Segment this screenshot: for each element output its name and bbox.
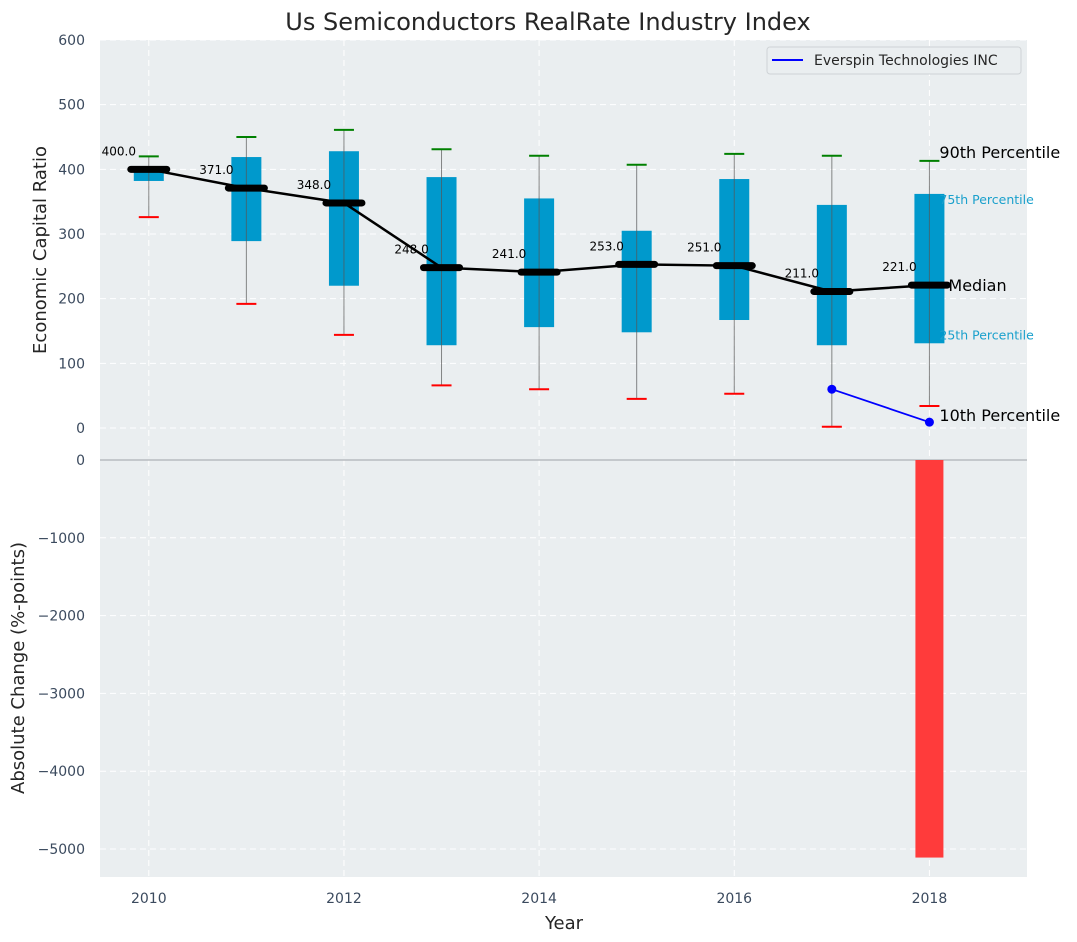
x-tick-label: 2016 xyxy=(716,891,752,907)
bottom-gridlines xyxy=(100,537,1027,850)
y-tick-label: 200 xyxy=(58,292,85,308)
bottom-y-axis-label: Absolute Change (%-points) xyxy=(8,542,29,794)
y-tick-label: −4000 xyxy=(38,764,85,780)
legend: Everspin Technologies INC xyxy=(766,46,1022,75)
top-plot-background xyxy=(100,40,1027,459)
p75-annotation: 75th Percentile xyxy=(939,192,1034,207)
y-tick-label: 0 xyxy=(76,453,85,469)
median-value-label: 241.0 xyxy=(492,247,526,261)
x-axis-label: Year xyxy=(544,913,584,934)
p10-annotation: 10th Percentile xyxy=(939,406,1060,425)
y-tick-label: 600 xyxy=(58,33,85,49)
company-point xyxy=(924,417,934,427)
x-tick-label: 2010 xyxy=(131,891,167,907)
y-tick-label: 0 xyxy=(76,421,85,437)
median-value-label: 221.0 xyxy=(882,260,916,274)
median-annotation: Median xyxy=(948,276,1006,295)
y-tick-label: −3000 xyxy=(38,686,85,702)
change-bar xyxy=(915,460,944,858)
legend-box xyxy=(766,46,1022,75)
median-value-label: 400.0 xyxy=(102,144,136,158)
company-series xyxy=(827,384,934,427)
median-value-label: 211.0 xyxy=(785,267,819,281)
p25-annotation: 25th Percentile xyxy=(939,327,1034,342)
y-tick-label: 100 xyxy=(58,356,85,372)
p90-annotation: 90th Percentile xyxy=(939,143,1060,162)
x-tick-label: 2012 xyxy=(326,891,362,907)
change-bars xyxy=(915,460,944,858)
median-value-label: 251.0 xyxy=(687,241,721,255)
legend-label: Everspin Technologies INC xyxy=(814,53,998,69)
median-value-label: 371.0 xyxy=(199,163,233,177)
y-tick-label: 300 xyxy=(58,227,85,243)
y-tick-label: −5000 xyxy=(38,842,85,858)
percentile-annotations: 90th Percentile 75th Percentile Median 25th… xyxy=(939,143,1060,425)
y-tick-label: −2000 xyxy=(38,609,85,625)
x-tick-label: 2014 xyxy=(521,891,557,907)
bottom-plot-background xyxy=(100,459,1027,877)
bottom-y-ticks: 0 −1000 −2000 −3000 −4000 −5000 xyxy=(38,453,85,858)
y-tick-label: 500 xyxy=(58,98,85,114)
top-y-axis-label: Economic Capital Ratio xyxy=(30,146,51,354)
top-y-ticks: 0 100 200 300 400 500 600 xyxy=(58,33,85,437)
median-value-label: 348.0 xyxy=(297,178,331,192)
y-tick-label: −1000 xyxy=(38,531,85,547)
company-point xyxy=(827,384,837,394)
x-ticks: 2010 2012 2014 2016 2018 xyxy=(131,891,947,907)
median-trend-line: 400.0 371.0 348.0 248.0 241.0 253.0 251.0 211.0… xyxy=(102,144,951,296)
median-value-label: 248.0 xyxy=(394,243,428,257)
y-tick-label: 400 xyxy=(58,162,85,178)
x-tick-label: 2018 xyxy=(912,891,948,907)
company-line xyxy=(831,388,930,424)
median-value-label: 253.0 xyxy=(590,239,624,253)
chart-title: Us Semiconductors RealRate Industry Inde… xyxy=(285,8,810,36)
